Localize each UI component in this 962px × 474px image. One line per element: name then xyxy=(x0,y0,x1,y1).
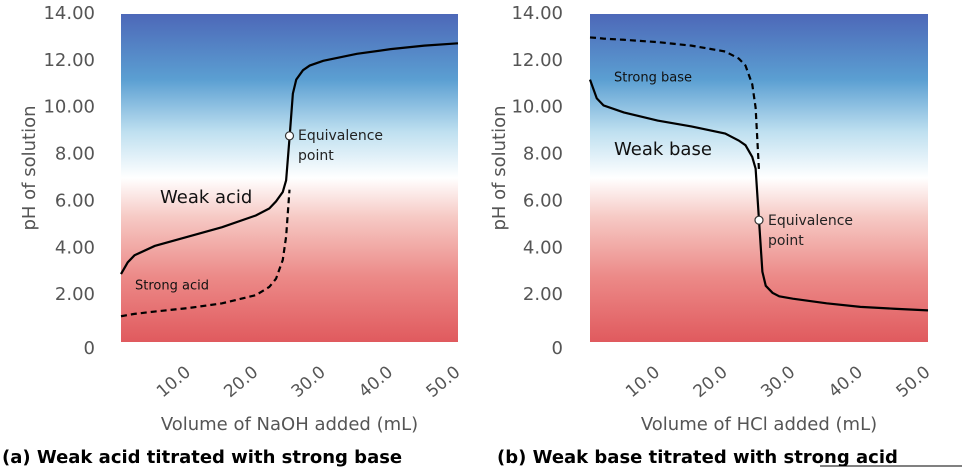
y-axis-label: pH of solution xyxy=(19,105,40,230)
x-tick-label: 20.0 xyxy=(220,362,262,402)
x-tick-label: 40.0 xyxy=(825,362,867,402)
y-tick-label: 10.00 xyxy=(511,97,563,118)
x-tick-label: 50.0 xyxy=(423,362,465,402)
plot-background xyxy=(121,14,458,342)
curve xyxy=(120,42,459,275)
y-axis-label: pH of solution xyxy=(489,105,510,230)
y-tick-label: 12.00 xyxy=(43,50,95,71)
x-axis-label: Volume of NaOH added (mL) xyxy=(161,414,418,435)
y-tick-label: 8.00 xyxy=(55,144,95,165)
y-tick-label: 8.00 xyxy=(523,144,563,165)
equivalence-label: point xyxy=(298,148,334,164)
equivalence-label: point xyxy=(768,233,804,249)
y-tick-label: 2.00 xyxy=(55,284,95,305)
y-tick-label: 0 xyxy=(552,338,563,359)
x-tick-label: 20.0 xyxy=(690,362,732,402)
x-axis-label: Volume of HCl added (mL) xyxy=(641,414,877,435)
curve-label: Weak base xyxy=(614,139,712,160)
chart-title: (b) Weak base titrated with strong acid xyxy=(497,447,898,468)
curve xyxy=(589,36,761,172)
y-tick-label: 14.00 xyxy=(511,3,563,24)
curve-label: Weak acid xyxy=(160,187,252,208)
curve-label: Strong base xyxy=(614,71,692,86)
x-tick-label: 10.0 xyxy=(622,362,664,402)
x-tick-label: 30.0 xyxy=(757,362,799,402)
y-tick-label: 14.00 xyxy=(43,3,95,24)
x-tick-label: 40.0 xyxy=(355,362,397,402)
x-tick-label: 30.0 xyxy=(288,362,330,402)
y-tick-label: 4.00 xyxy=(55,237,95,258)
equivalence-label: Equivalence xyxy=(768,213,853,229)
plot-background xyxy=(590,14,928,342)
y-tick-label: 0 xyxy=(84,338,95,359)
x-tick-label: 10.0 xyxy=(153,362,195,402)
y-tick-label: 12.00 xyxy=(511,50,563,71)
curve xyxy=(588,79,929,312)
y-tick-label: 2.00 xyxy=(523,284,563,305)
x-tick-label: 50.0 xyxy=(893,362,935,402)
curve-label: Strong acid xyxy=(135,279,209,294)
chart-title: (a) Weak acid titrated with strong base xyxy=(2,447,402,468)
y-tick-label: 10.00 xyxy=(43,97,95,118)
equivalence-label: Equivalence xyxy=(298,128,383,144)
y-tick-label: 6.00 xyxy=(55,190,95,211)
curve xyxy=(120,189,291,318)
y-tick-label: 6.00 xyxy=(523,190,563,211)
equivalence-point xyxy=(754,215,764,225)
equivalence-point xyxy=(284,131,295,141)
y-tick-label: 4.00 xyxy=(523,237,563,258)
